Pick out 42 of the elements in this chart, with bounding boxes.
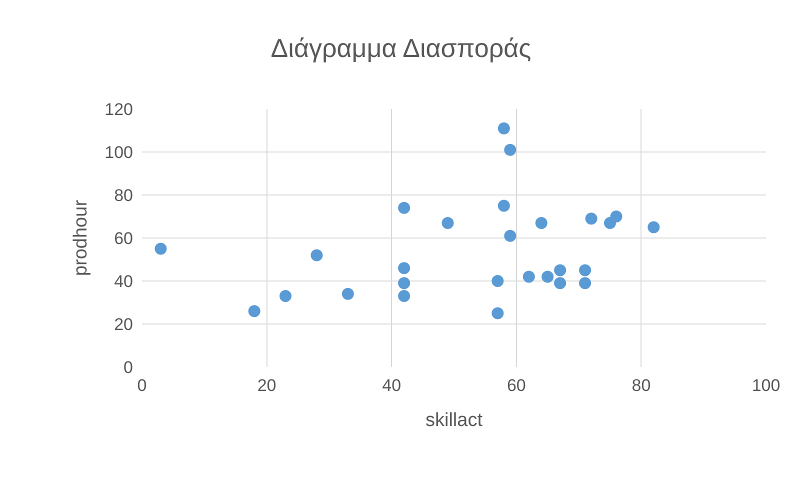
point [648,221,660,234]
y-tick-label: 60 [114,228,133,248]
point [498,122,510,134]
point [398,277,410,290]
point [492,307,504,320]
point [248,305,260,318]
x-tick-label: 20 [257,376,276,395]
point [442,216,454,229]
y-axis-title: prodhour [70,199,92,276]
y-tick-label: 120 [104,100,133,119]
point [554,264,566,276]
x-tick-label: 100 [752,376,780,395]
x-tick-label: 40 [382,376,402,395]
x-tick-label: 80 [632,376,651,395]
point [492,275,504,287]
point [535,216,548,229]
point [310,249,323,262]
point [504,230,516,242]
point [542,270,554,283]
point [280,290,292,302]
chart-title: Διάγραμμα Διασποράς [270,32,532,63]
y-tick-label: 20 [114,314,133,334]
x-tick-label: 60 [506,376,526,395]
y-tick-label: 100 [104,142,133,162]
point [579,277,592,290]
point [579,264,592,276]
point [522,270,535,283]
point [398,202,410,214]
y-tick-label: 80 [114,186,133,205]
point [554,277,566,290]
point [398,290,410,302]
point [342,288,354,300]
point [498,200,510,212]
x-tick-label: 0 [137,376,147,395]
point [585,212,598,225]
x-axis-title: skillact [425,410,484,431]
y-tick-label: 40 [114,272,133,291]
point [398,262,410,274]
point [504,144,516,156]
point [154,242,167,255]
y-tick-label: 0 [124,358,133,377]
point [610,210,622,222]
